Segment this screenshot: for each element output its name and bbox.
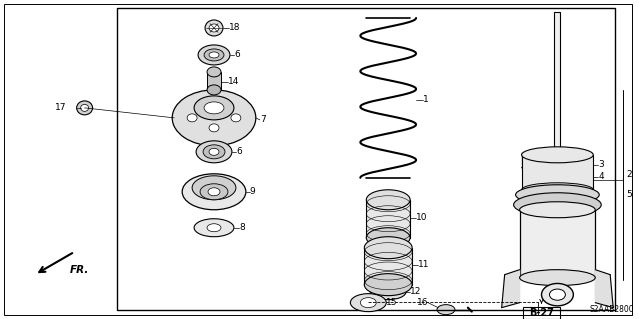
Text: 10: 10 [416, 213, 428, 222]
Ellipse shape [207, 85, 221, 95]
Bar [554, 12, 561, 148]
Text: 14: 14 [228, 78, 239, 86]
Ellipse shape [204, 49, 224, 61]
Ellipse shape [520, 202, 595, 218]
Bar [523, 307, 561, 319]
Ellipse shape [522, 147, 593, 163]
Ellipse shape [187, 114, 197, 122]
Ellipse shape [360, 298, 376, 308]
Ellipse shape [366, 190, 410, 210]
Ellipse shape [192, 176, 236, 200]
Text: 15: 15 [386, 298, 397, 307]
Ellipse shape [381, 288, 395, 296]
Ellipse shape [231, 114, 241, 122]
Ellipse shape [194, 219, 234, 237]
Text: 18: 18 [229, 24, 241, 33]
Bar [118, 8, 615, 310]
Text: 7: 7 [260, 115, 266, 124]
Polygon shape [502, 270, 520, 308]
Text: FR.: FR. [70, 265, 89, 275]
Ellipse shape [203, 145, 225, 159]
Polygon shape [522, 148, 554, 168]
Bar [207, 72, 221, 90]
Ellipse shape [520, 270, 595, 286]
Text: 9: 9 [250, 187, 255, 196]
Ellipse shape [182, 174, 246, 210]
Bar [364, 248, 412, 285]
Ellipse shape [207, 67, 221, 77]
Ellipse shape [198, 45, 230, 65]
Ellipse shape [172, 90, 256, 146]
Bar [366, 200, 410, 238]
Ellipse shape [350, 294, 386, 312]
Bar [520, 210, 595, 278]
Ellipse shape [364, 274, 412, 296]
Text: B-27: B-27 [529, 308, 554, 318]
Text: 11: 11 [418, 260, 429, 269]
Bar [522, 155, 593, 190]
Text: 2: 2 [626, 170, 632, 179]
Ellipse shape [194, 96, 234, 120]
Text: 17: 17 [55, 103, 67, 112]
Text: 6: 6 [234, 50, 239, 59]
Ellipse shape [516, 185, 599, 205]
Text: 4: 4 [598, 172, 604, 181]
Ellipse shape [207, 224, 221, 232]
Text: S2AAB2800: S2AAB2800 [590, 305, 634, 314]
Ellipse shape [209, 52, 219, 58]
Polygon shape [595, 270, 613, 308]
Ellipse shape [541, 284, 573, 306]
Ellipse shape [209, 148, 219, 155]
Ellipse shape [364, 237, 412, 259]
Ellipse shape [550, 289, 565, 300]
Ellipse shape [77, 101, 93, 115]
Ellipse shape [200, 184, 228, 200]
Ellipse shape [209, 24, 219, 32]
Ellipse shape [522, 183, 593, 197]
Text: 8: 8 [239, 223, 244, 232]
Ellipse shape [366, 228, 410, 248]
Ellipse shape [205, 20, 223, 36]
Text: 6: 6 [236, 147, 242, 156]
Ellipse shape [514, 193, 601, 217]
Ellipse shape [437, 305, 455, 315]
Ellipse shape [81, 104, 88, 111]
Ellipse shape [209, 124, 219, 132]
Text: 1: 1 [423, 95, 429, 104]
Text: 3: 3 [598, 160, 604, 169]
Ellipse shape [196, 141, 232, 163]
Text: 5: 5 [626, 190, 632, 199]
Ellipse shape [204, 102, 224, 114]
Ellipse shape [371, 284, 406, 300]
Ellipse shape [208, 188, 220, 196]
Text: 16: 16 [417, 298, 428, 307]
Text: 12: 12 [410, 287, 422, 296]
